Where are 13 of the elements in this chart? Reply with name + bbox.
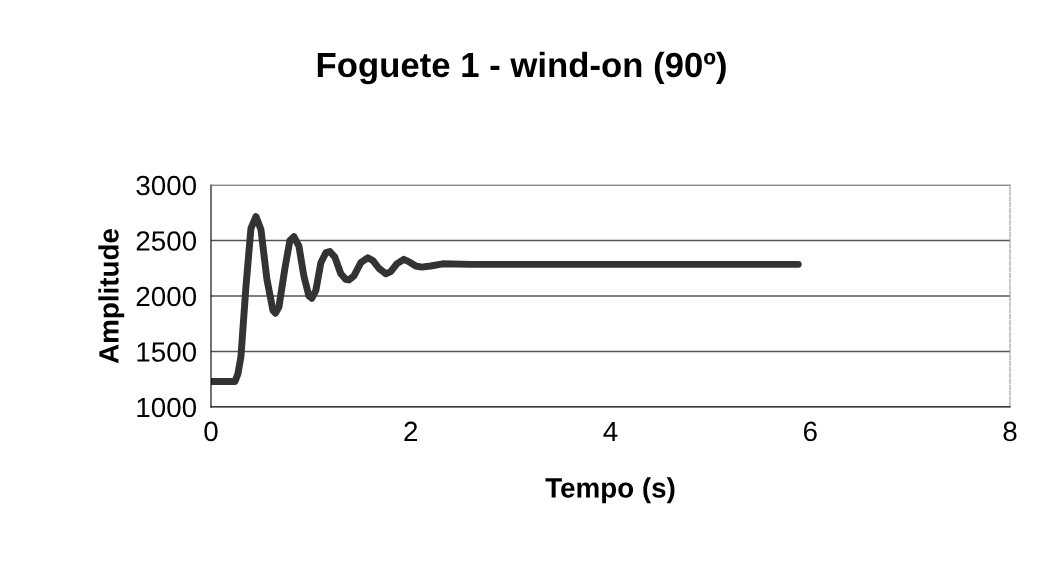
- x-axis-title: Tempo (s): [545, 477, 675, 504]
- x-tick-label: 8: [1003, 421, 1017, 442]
- y-tick-label: 1000: [137, 397, 197, 418]
- y-tick-label: 3000: [136, 175, 197, 196]
- x-tick-label: 2: [404, 421, 418, 442]
- x-tick-label: 6: [803, 421, 817, 442]
- y-axis-title: Amplitude: [98, 229, 125, 364]
- chart-title: Foguete 1 - wind-on (90º): [317, 51, 726, 85]
- y-tick-label: 1500: [137, 342, 197, 362]
- y-tick-label: 2000: [136, 286, 197, 307]
- x-tick-label: 0: [204, 421, 218, 442]
- y-tick-label: 2500: [136, 231, 197, 251]
- x-tick-label: 4: [603, 421, 618, 442]
